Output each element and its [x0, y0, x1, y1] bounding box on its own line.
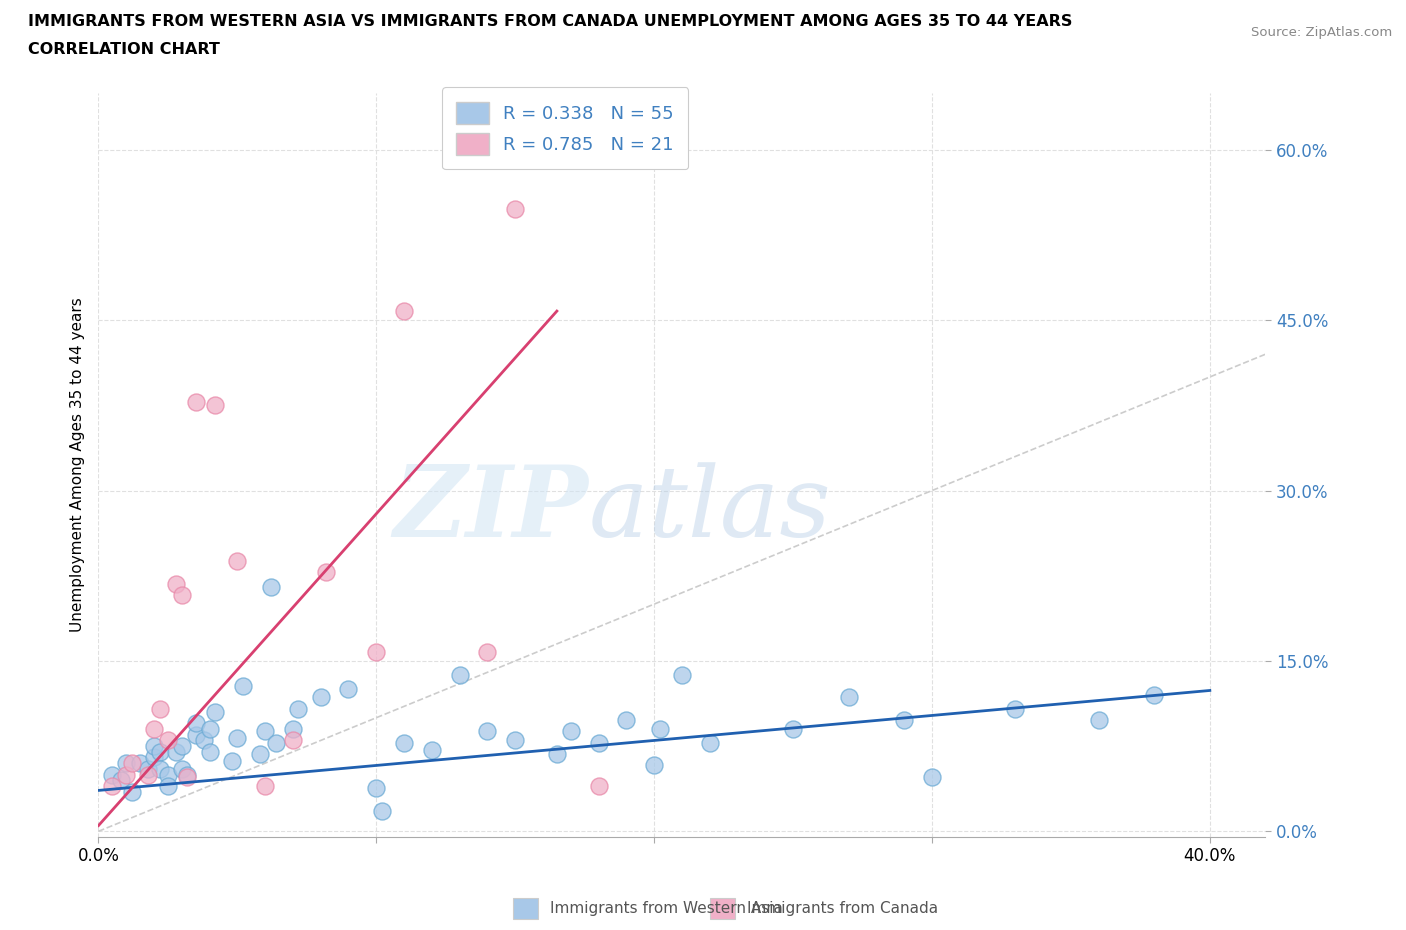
Point — [143, 738, 166, 753]
Point — [921, 769, 943, 784]
Point — [1087, 712, 1109, 727]
Point — [198, 722, 221, 737]
Point — [449, 667, 471, 682]
Point — [315, 565, 337, 579]
Point — [184, 727, 207, 742]
Point — [156, 778, 179, 793]
Point — [893, 712, 915, 727]
Point — [204, 398, 226, 413]
Text: IMMIGRANTS FROM WESTERN ASIA VS IMMIGRANTS FROM CANADA UNEMPLOYMENT AMONG AGES 3: IMMIGRANTS FROM WESTERN ASIA VS IMMIGRAN… — [28, 14, 1073, 29]
Point — [143, 751, 166, 765]
Point — [643, 758, 665, 773]
Point — [264, 736, 287, 751]
Point — [232, 679, 254, 694]
Legend: R = 0.338   N = 55, R = 0.785   N = 21: R = 0.338 N = 55, R = 0.785 N = 21 — [441, 87, 689, 169]
Point — [156, 733, 179, 748]
Point — [170, 738, 193, 753]
Point — [184, 716, 207, 731]
Point — [101, 778, 124, 793]
Point — [110, 773, 132, 788]
Point — [392, 736, 415, 751]
Text: CORRELATION CHART: CORRELATION CHART — [28, 42, 219, 57]
Point — [371, 804, 394, 818]
Point — [281, 733, 304, 748]
Point — [671, 667, 693, 682]
Point — [170, 588, 193, 603]
Y-axis label: Unemployment Among Ages 35 to 44 years: Unemployment Among Ages 35 to 44 years — [69, 298, 84, 632]
Point — [121, 756, 143, 771]
Point — [309, 690, 332, 705]
Point — [838, 690, 860, 705]
Point — [366, 644, 388, 659]
Point — [226, 553, 249, 568]
Point — [143, 722, 166, 737]
Point — [477, 724, 499, 738]
Point — [1143, 687, 1166, 702]
Point — [221, 753, 243, 768]
Point — [281, 722, 304, 737]
Point — [121, 784, 143, 799]
Point — [165, 744, 187, 759]
Point — [198, 744, 221, 759]
Point — [477, 644, 499, 659]
Point — [115, 756, 138, 771]
Point — [249, 747, 271, 762]
Point — [226, 731, 249, 746]
Text: atlas: atlas — [589, 462, 831, 557]
Point — [165, 577, 187, 591]
Point — [699, 736, 721, 751]
Point — [392, 304, 415, 319]
Point — [503, 733, 526, 748]
Point — [588, 778, 610, 793]
Point — [503, 202, 526, 217]
Point — [782, 722, 804, 737]
Point — [546, 747, 568, 762]
Point — [204, 705, 226, 720]
Point — [129, 756, 152, 771]
Point — [366, 780, 388, 795]
Point — [337, 682, 360, 697]
Point — [138, 767, 160, 782]
Point — [156, 767, 179, 782]
Point — [176, 767, 198, 782]
Text: Immigrants from Western Asia: Immigrants from Western Asia — [550, 901, 783, 916]
Point — [115, 767, 138, 782]
Text: ZIP: ZIP — [394, 461, 589, 558]
Point — [560, 724, 582, 738]
Point — [588, 736, 610, 751]
Point — [254, 778, 277, 793]
Text: Immigrants from Canada: Immigrants from Canada — [747, 901, 938, 916]
Point — [148, 701, 170, 716]
Point — [148, 762, 170, 777]
Point — [260, 579, 283, 594]
Point — [148, 744, 170, 759]
Point — [193, 733, 215, 748]
Point — [1004, 701, 1026, 716]
Point — [420, 742, 443, 757]
Text: Source: ZipAtlas.com: Source: ZipAtlas.com — [1251, 26, 1392, 39]
Point — [170, 762, 193, 777]
Point — [254, 724, 277, 738]
Point — [287, 701, 309, 716]
Point — [648, 722, 671, 737]
Point — [176, 769, 198, 784]
Point — [138, 762, 160, 777]
Point — [184, 394, 207, 409]
Point — [101, 767, 124, 782]
Point — [614, 712, 637, 727]
